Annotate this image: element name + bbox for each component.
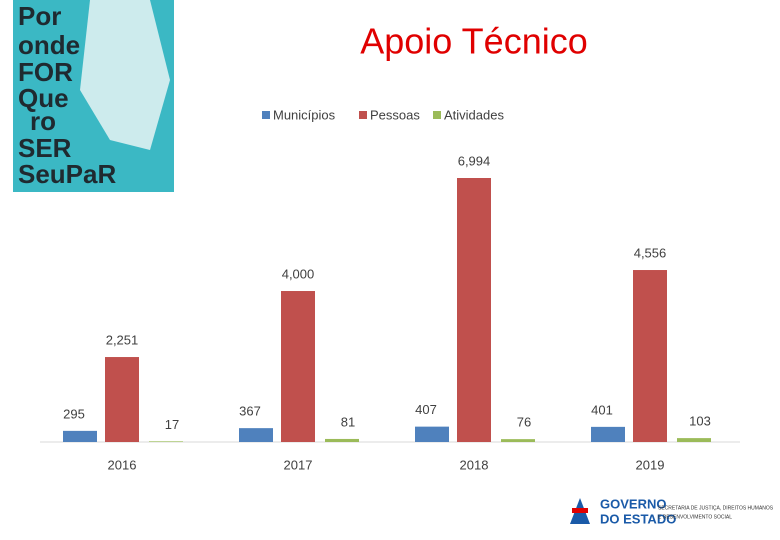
data-label: 407 [415, 402, 437, 417]
chart-title: Apoio Técnico [360, 21, 587, 62]
data-label: 76 [517, 415, 531, 430]
logo-subtext: SECRETARIA DE JUSTIÇA, DIREITOS HUMANOS [658, 505, 774, 511]
logo-text: DO ESTADO [600, 511, 676, 526]
bar [63, 430, 97, 442]
x-tick-label: 2017 [284, 457, 313, 472]
x-tick-label: 2019 [636, 457, 665, 472]
data-label: 4,556 [634, 245, 667, 260]
data-label: 295 [63, 406, 85, 421]
logo-stripe [572, 508, 588, 513]
poster-text: Que [18, 83, 69, 113]
data-label: 401 [591, 402, 613, 417]
legend-swatch [262, 111, 270, 119]
gov-logo [570, 498, 590, 524]
legend-swatch [359, 111, 367, 119]
data-label: 81 [341, 414, 355, 429]
logo-text: GOVERNO [600, 496, 666, 511]
bar [239, 428, 273, 442]
poster [13, 0, 174, 192]
logo-subtext: E DESENVOLVIMENTO SOCIAL [658, 514, 732, 520]
poster-text: onde [18, 30, 80, 60]
poster-text: SER [18, 133, 72, 163]
bar [149, 441, 183, 442]
poster-text: Por [18, 1, 61, 31]
legend-label: Atividades [444, 107, 504, 122]
bar [281, 291, 315, 442]
data-label: 367 [239, 404, 261, 419]
legend-label: Pessoas [370, 107, 420, 122]
poster-text: SeuPaR [18, 159, 116, 189]
legend-label: Municípios [273, 107, 336, 122]
data-label: 17 [165, 417, 179, 432]
bar [591, 426, 625, 442]
data-label: 103 [689, 414, 711, 429]
legend-swatch [433, 111, 441, 119]
poster-text: FOR [18, 57, 73, 87]
data-label: 2,251 [106, 332, 139, 347]
poster-hands [80, 0, 170, 150]
x-tick-label: 2018 [460, 457, 489, 472]
bar [325, 438, 359, 442]
bar [457, 178, 491, 442]
bar [105, 357, 139, 442]
data-label: 4,000 [282, 266, 315, 281]
x-tick-label: 2016 [108, 457, 137, 472]
poster-text: ro [30, 106, 56, 136]
data-label: 6,994 [458, 153, 491, 168]
bar [633, 270, 667, 442]
bar [415, 426, 449, 442]
bar [501, 439, 535, 442]
bar [677, 438, 711, 442]
